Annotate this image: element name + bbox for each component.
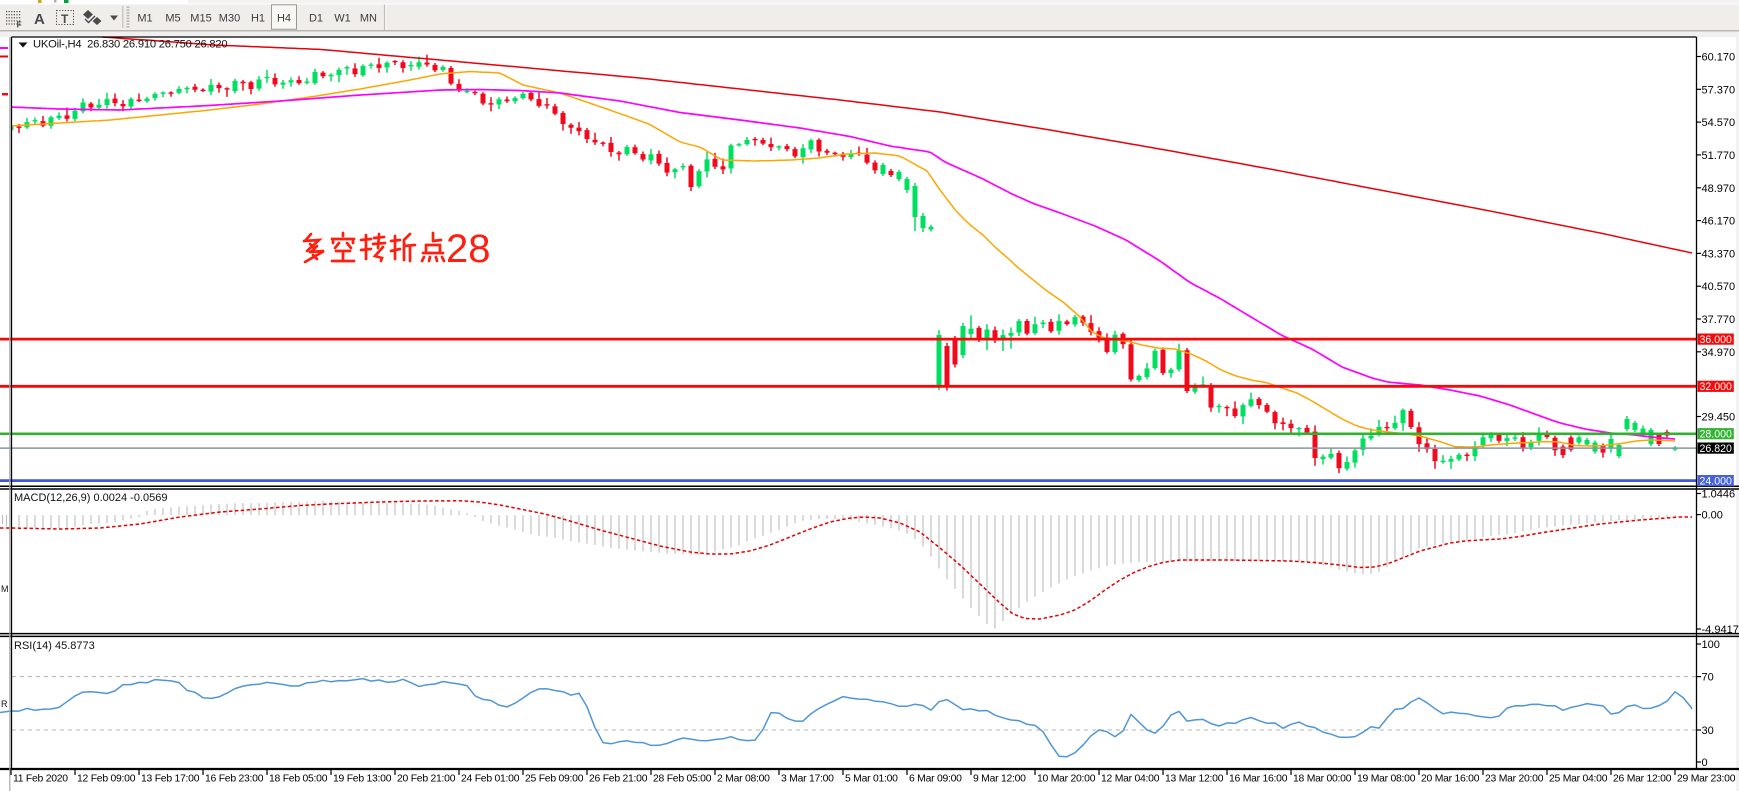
svg-text:F: F [17, 20, 22, 30]
svg-text:W1: W1 [334, 13, 351, 25]
svg-text:H1: H1 [251, 13, 265, 25]
svg-text:34.970: 34.970 [1702, 347, 1736, 359]
svg-text:-4.9417: -4.9417 [1702, 624, 1739, 636]
svg-text:13 Feb 17:00: 13 Feb 17:00 [141, 774, 200, 785]
svg-text:19 Feb 13:00: 19 Feb 13:00 [333, 774, 392, 785]
svg-text:32.000: 32.000 [1699, 381, 1732, 393]
svg-text:6 Mar 09:00: 6 Mar 09:00 [909, 774, 962, 785]
svg-text:20 Mar 16:00: 20 Mar 16:00 [1421, 774, 1480, 785]
svg-text:100: 100 [1702, 639, 1720, 651]
svg-text:M: M [1, 584, 9, 594]
svg-text:0.00: 0.00 [1702, 510, 1723, 522]
svg-text:T: T [61, 12, 69, 26]
svg-text:12 Feb 09:00: 12 Feb 09:00 [77, 774, 136, 785]
svg-text:28 Feb 05:00: 28 Feb 05:00 [653, 774, 712, 785]
svg-text:M1: M1 [137, 13, 152, 25]
svg-text:30: 30 [1702, 725, 1714, 737]
svg-text:0: 0 [1702, 757, 1708, 769]
svg-text:13 Mar 12:00: 13 Mar 12:00 [1165, 774, 1224, 785]
svg-text:11 Feb 2020: 11 Feb 2020 [13, 774, 68, 785]
svg-text:29.450: 29.450 [1702, 412, 1736, 424]
svg-text:57.370: 57.370 [1702, 84, 1736, 96]
svg-text:RSI(14) 45.8773: RSI(14) 45.8773 [14, 640, 95, 652]
svg-text:M5: M5 [165, 13, 180, 25]
svg-text:26 Feb 21:00: 26 Feb 21:00 [589, 774, 648, 785]
svg-text:3 Mar 17:00: 3 Mar 17:00 [781, 774, 834, 785]
svg-text:16 Mar 16:00: 16 Mar 16:00 [1229, 774, 1288, 785]
svg-text:20 Feb 21:00: 20 Feb 21:00 [397, 774, 456, 785]
svg-text:25 Mar 04:00: 25 Mar 04:00 [1549, 774, 1608, 785]
svg-text:70: 70 [1702, 672, 1714, 684]
svg-text:A: A [34, 11, 45, 28]
svg-text:54.570: 54.570 [1702, 117, 1736, 129]
svg-text:26.820: 26.820 [1699, 443, 1732, 455]
svg-text:1.0446: 1.0446 [1702, 489, 1736, 501]
svg-text:UKOil-,H4 26.830 26.910 26.75: UKOil-,H4 26.830 26.910 26.750 26.820 [33, 39, 227, 51]
svg-text:60.170: 60.170 [1702, 52, 1736, 64]
svg-text:M30: M30 [219, 13, 240, 25]
svg-text:24.000: 24.000 [1699, 475, 1732, 487]
svg-text:H4: H4 [277, 13, 291, 25]
svg-text:MACD(12,26,9) 0.0024 -0.0569: MACD(12,26,9) 0.0024 -0.0569 [14, 492, 167, 504]
svg-text:2 Mar 08:00: 2 Mar 08:00 [717, 774, 770, 785]
svg-text:D1: D1 [309, 13, 323, 25]
svg-text:48.970: 48.970 [1702, 183, 1736, 195]
svg-text:5 Mar 01:00: 5 Mar 01:00 [845, 774, 898, 785]
svg-text:37.770: 37.770 [1702, 314, 1736, 326]
svg-text:16 Feb 23:00: 16 Feb 23:00 [205, 774, 264, 785]
svg-text:19 Mar 08:00: 19 Mar 08:00 [1357, 774, 1416, 785]
svg-text:23 Mar 20:00: 23 Mar 20:00 [1485, 774, 1544, 785]
svg-text:29 Mar 23:00: 29 Mar 23:00 [1677, 774, 1736, 785]
svg-text:40.570: 40.570 [1702, 281, 1736, 293]
svg-text:R: R [1, 699, 8, 709]
svg-text:12 Mar 04:00: 12 Mar 04:00 [1101, 774, 1160, 785]
svg-text:43.370: 43.370 [1702, 248, 1736, 260]
svg-text:M15: M15 [190, 13, 211, 25]
svg-text:18 Feb 05:00: 18 Feb 05:00 [269, 774, 328, 785]
svg-text:MN: MN [360, 13, 377, 25]
svg-text:9 Mar 12:00: 9 Mar 12:00 [973, 774, 1026, 785]
svg-text:26 Mar 12:00: 26 Mar 12:00 [1613, 774, 1672, 785]
svg-text:51.770: 51.770 [1702, 150, 1736, 162]
svg-text:28: 28 [446, 227, 491, 271]
svg-text:36.000: 36.000 [1699, 334, 1732, 346]
svg-text:28.000: 28.000 [1699, 429, 1732, 441]
svg-text:18 Mar 00:00: 18 Mar 00:00 [1293, 774, 1352, 785]
svg-text:10 Mar 20:00: 10 Mar 20:00 [1037, 774, 1096, 785]
svg-text:24 Feb 01:00: 24 Feb 01:00 [461, 774, 520, 785]
svg-text:46.170: 46.170 [1702, 216, 1736, 228]
svg-text:25 Feb 09:00: 25 Feb 09:00 [525, 774, 584, 785]
